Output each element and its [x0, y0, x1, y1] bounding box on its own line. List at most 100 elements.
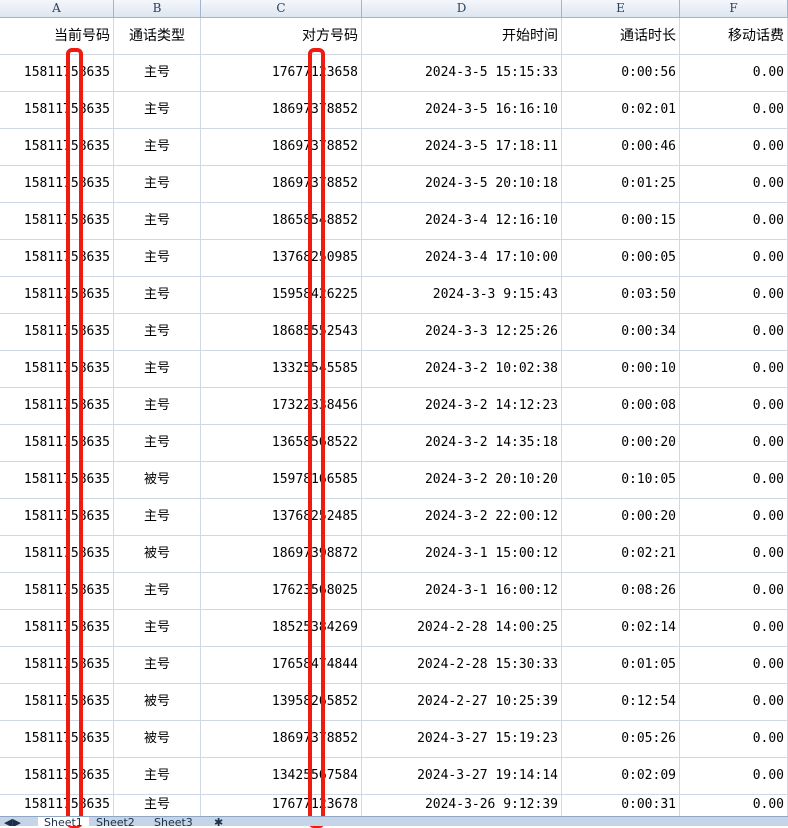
cell[interactable]: 0.00 — [680, 55, 788, 91]
cell[interactable]: 0:02:01 — [562, 92, 680, 128]
cell[interactable]: 0:00:20 — [562, 499, 680, 535]
cell[interactable]: 被号 — [114, 536, 201, 572]
cell[interactable]: 主号 — [114, 92, 201, 128]
cell[interactable]: 2024-3-2 14:12:23 — [362, 388, 562, 424]
cell[interactable]: 15811758635 — [0, 55, 114, 91]
cell[interactable]: 15811758635 — [0, 92, 114, 128]
cell[interactable]: 15811758635 — [0, 721, 114, 757]
cell[interactable]: 15811758635 — [0, 536, 114, 572]
cell[interactable]: 13658568522 — [201, 425, 362, 461]
cell[interactable]: 0.00 — [680, 684, 788, 720]
cell[interactable]: 13768252485 — [201, 499, 362, 535]
header-cell[interactable]: 对方号码 — [201, 18, 362, 54]
cell[interactable]: 主号 — [114, 314, 201, 350]
cell[interactable]: 0:02:14 — [562, 610, 680, 646]
cell[interactable]: 0:08:26 — [562, 573, 680, 609]
cell[interactable]: 15811758635 — [0, 314, 114, 350]
cell[interactable]: 0:01:05 — [562, 647, 680, 683]
cell[interactable]: 0.00 — [680, 499, 788, 535]
cell[interactable]: 18525384269 — [201, 610, 362, 646]
cell[interactable]: 17677123658 — [201, 55, 362, 91]
cell[interactable]: 13325545585 — [201, 351, 362, 387]
column-header-d[interactable]: D — [362, 0, 562, 17]
cell[interactable]: 15811758635 — [0, 277, 114, 313]
cell[interactable]: 主号 — [114, 647, 201, 683]
cell[interactable]: 0:00:10 — [562, 351, 680, 387]
cell[interactable]: 0.00 — [680, 92, 788, 128]
cell[interactable]: 0:00:15 — [562, 203, 680, 239]
cell[interactable]: 0.00 — [680, 425, 788, 461]
cell[interactable]: 18697398872 — [201, 536, 362, 572]
header-cell[interactable]: 移动话费 — [680, 18, 788, 54]
cell[interactable]: 15811758635 — [0, 240, 114, 276]
cell[interactable]: 0.00 — [680, 610, 788, 646]
cell[interactable]: 主号 — [114, 758, 201, 794]
cell[interactable]: 18697378852 — [201, 166, 362, 202]
cell[interactable]: 0:00:08 — [562, 388, 680, 424]
cell[interactable]: 15811758635 — [0, 795, 114, 816]
cell[interactable]: 0:00:31 — [562, 795, 680, 816]
cell[interactable]: 15811758635 — [0, 203, 114, 239]
cell[interactable]: 被号 — [114, 462, 201, 498]
column-header-b[interactable]: B — [114, 0, 201, 17]
cell[interactable]: 15811758635 — [0, 610, 114, 646]
cell[interactable]: 2024-3-4 17:10:00 — [362, 240, 562, 276]
cell[interactable]: 0:03:50 — [562, 277, 680, 313]
cell[interactable]: 15811758635 — [0, 499, 114, 535]
cell[interactable]: 主号 — [114, 351, 201, 387]
cell[interactable]: 主号 — [114, 573, 201, 609]
cell[interactable]: 0:12:54 — [562, 684, 680, 720]
cell[interactable]: 2024-3-1 16:00:12 — [362, 573, 562, 609]
cell[interactable]: 主号 — [114, 795, 201, 816]
cell[interactable]: 0:10:05 — [562, 462, 680, 498]
cell[interactable]: 主号 — [114, 425, 201, 461]
cell[interactable]: 主号 — [114, 499, 201, 535]
cell[interactable]: 0.00 — [680, 573, 788, 609]
cell[interactable]: 0:00:46 — [562, 129, 680, 165]
cell[interactable]: 15811758635 — [0, 388, 114, 424]
cell[interactable]: 被号 — [114, 721, 201, 757]
tab-sheet3[interactable]: Sheet3 — [154, 816, 193, 826]
cell[interactable]: 2024-3-3 12:25:26 — [362, 314, 562, 350]
cell[interactable]: 13425567584 — [201, 758, 362, 794]
cell[interactable]: 0.00 — [680, 721, 788, 757]
cell[interactable]: 2024-2-27 10:25:39 — [362, 684, 562, 720]
cell[interactable]: 2024-3-2 14:35:18 — [362, 425, 562, 461]
cell[interactable]: 18658548852 — [201, 203, 362, 239]
cell[interactable]: 主号 — [114, 55, 201, 91]
cell[interactable]: 2024-3-27 19:14:14 — [362, 758, 562, 794]
cell[interactable]: 13768250985 — [201, 240, 362, 276]
cell[interactable]: 0:01:25 — [562, 166, 680, 202]
cell[interactable]: 0:02:21 — [562, 536, 680, 572]
tab-sheet1[interactable]: Sheet1 — [38, 817, 89, 826]
column-header-f[interactable]: F — [680, 0, 788, 17]
cell[interactable]: 17658474844 — [201, 647, 362, 683]
cell[interactable]: 0.00 — [680, 166, 788, 202]
cell[interactable]: 15811758635 — [0, 573, 114, 609]
cell[interactable]: 2024-3-27 15:19:23 — [362, 721, 562, 757]
column-header-a[interactable]: A — [0, 0, 114, 17]
cell[interactable]: 被号 — [114, 684, 201, 720]
cell[interactable]: 2024-3-26 9:12:39 — [362, 795, 562, 816]
column-header-e[interactable]: E — [562, 0, 680, 17]
header-cell[interactable]: 通话类型 — [114, 18, 201, 54]
cell[interactable]: 0.00 — [680, 240, 788, 276]
cell[interactable]: 15811758635 — [0, 425, 114, 461]
cell[interactable]: 0.00 — [680, 536, 788, 572]
tab-sheet2[interactable]: Sheet2 — [96, 816, 135, 826]
cell[interactable]: 15811758635 — [0, 647, 114, 683]
cell[interactable]: 18697378852 — [201, 721, 362, 757]
cell[interactable]: 0:02:09 — [562, 758, 680, 794]
cell[interactable]: 17322338456 — [201, 388, 362, 424]
cell[interactable]: 17623568025 — [201, 573, 362, 609]
cell[interactable]: 主号 — [114, 610, 201, 646]
cell[interactable]: 0.00 — [680, 388, 788, 424]
cell[interactable]: 2024-2-28 14:00:25 — [362, 610, 562, 646]
cell[interactable]: 0:00:20 — [562, 425, 680, 461]
cell[interactable]: 0:05:26 — [562, 721, 680, 757]
cell[interactable]: 主号 — [114, 277, 201, 313]
cell[interactable]: 18685552543 — [201, 314, 362, 350]
cell[interactable]: 17677123678 — [201, 795, 362, 816]
cell[interactable]: 18697378852 — [201, 92, 362, 128]
cell[interactable]: 主号 — [114, 203, 201, 239]
